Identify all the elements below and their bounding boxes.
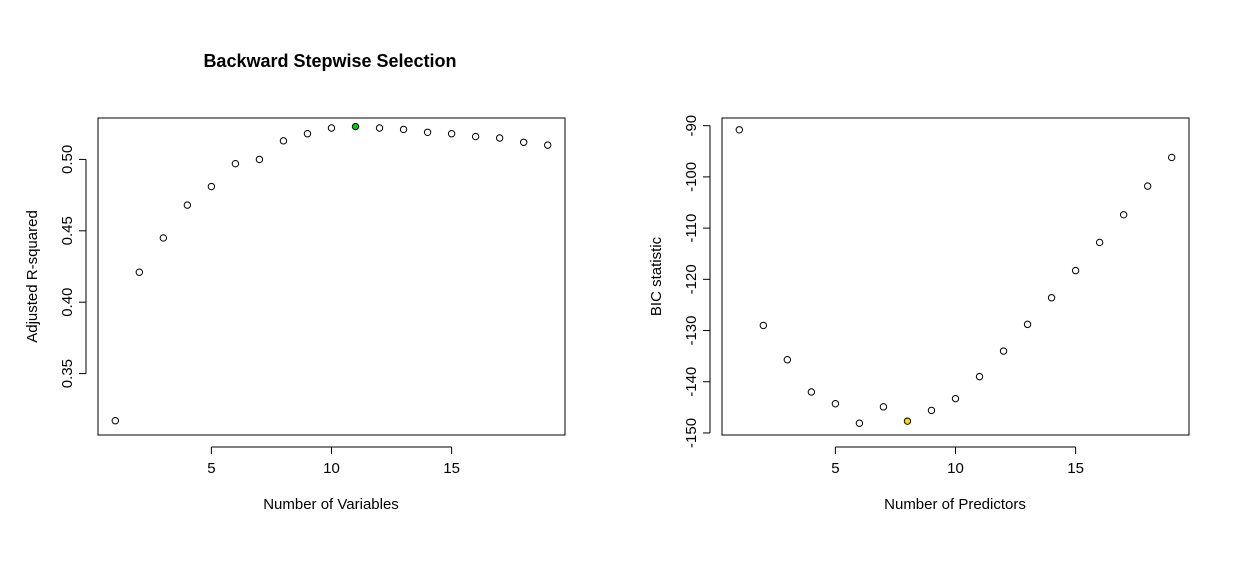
x-ticks: 5 10 15 — [207, 446, 460, 477]
data-point — [1168, 153, 1176, 162]
data-point — [447, 130, 456, 138]
y-tick-label: -140 — [683, 367, 700, 397]
data-point — [879, 403, 888, 411]
data-point — [423, 128, 432, 136]
x-tick-label: 10 — [323, 460, 340, 477]
data-point — [951, 394, 960, 403]
chart-title: Backward Stepwise Selection — [203, 51, 456, 71]
y-tick-label: -120 — [683, 264, 700, 294]
y-tick-label: -130 — [683, 316, 700, 346]
plot-box — [721, 117, 1190, 436]
data-point — [303, 130, 312, 138]
data-point — [1047, 294, 1056, 302]
y-tick-label: -150 — [683, 418, 700, 448]
data-point — [231, 159, 240, 168]
y-tick-label: 0.45 — [59, 216, 76, 245]
y-tick-label: -110 — [683, 214, 700, 243]
x-axis-label: Number of Variables — [263, 496, 399, 513]
data-point — [999, 347, 1008, 355]
data-point — [735, 126, 743, 134]
data-point — [327, 124, 336, 132]
data-point — [544, 141, 552, 149]
data-point — [159, 234, 168, 242]
y-ticks: -150 -140 -130 -120 -110 -100 -90 — [683, 115, 711, 448]
data-point — [975, 372, 984, 381]
x-tick-label: 5 — [831, 460, 839, 477]
data-point — [831, 400, 840, 408]
data-point — [855, 419, 864, 427]
data-points — [735, 126, 1176, 427]
highlighted-point — [903, 417, 912, 425]
data-point — [927, 406, 936, 415]
data-point — [207, 182, 216, 191]
data-point — [375, 124, 384, 132]
y-tick-label: 0.35 — [59, 359, 76, 388]
y-ticks: 0.35 0.40 0.45 0.50 — [59, 145, 87, 388]
data-point — [399, 125, 408, 134]
x-tick-label: 10 — [947, 460, 964, 477]
data-point — [759, 321, 768, 330]
data-point — [1119, 211, 1128, 219]
y-axis-label: Adjusted R-squared — [24, 210, 41, 343]
x-ticks: 5 10 15 — [831, 446, 1084, 477]
y-tick-label: -100 — [683, 162, 700, 192]
x-tick-label: 5 — [207, 460, 215, 477]
data-points — [111, 122, 552, 425]
plot-box — [97, 117, 566, 436]
right-chart-panel: Number of Predictors BIC statistic 5 10 15… — [648, 115, 1190, 513]
data-point — [1143, 182, 1152, 190]
data-point — [471, 132, 480, 141]
left-chart-panel: Backward Stepwise Selection Number of Va… — [24, 51, 566, 513]
data-point — [495, 134, 504, 142]
data-point — [1023, 320, 1032, 329]
data-point — [255, 155, 264, 164]
data-point — [783, 356, 792, 364]
data-point — [111, 417, 119, 425]
y-axis-label: BIC statistic — [648, 236, 665, 316]
data-point — [183, 201, 192, 209]
data-point — [807, 388, 816, 396]
highlighted-point — [351, 122, 360, 131]
x-tick-label: 15 — [1067, 460, 1084, 477]
data-point — [1095, 238, 1104, 247]
data-point — [519, 138, 528, 146]
y-tick-label: 0.40 — [59, 288, 76, 317]
y-tick-label: -90 — [683, 115, 700, 137]
data-point — [1071, 266, 1080, 275]
data-point — [279, 137, 288, 145]
x-axis-label: Number of Predictors — [884, 496, 1026, 513]
data-point — [135, 268, 144, 276]
x-tick-label: 15 — [443, 460, 460, 477]
y-tick-label: 0.50 — [59, 145, 76, 174]
